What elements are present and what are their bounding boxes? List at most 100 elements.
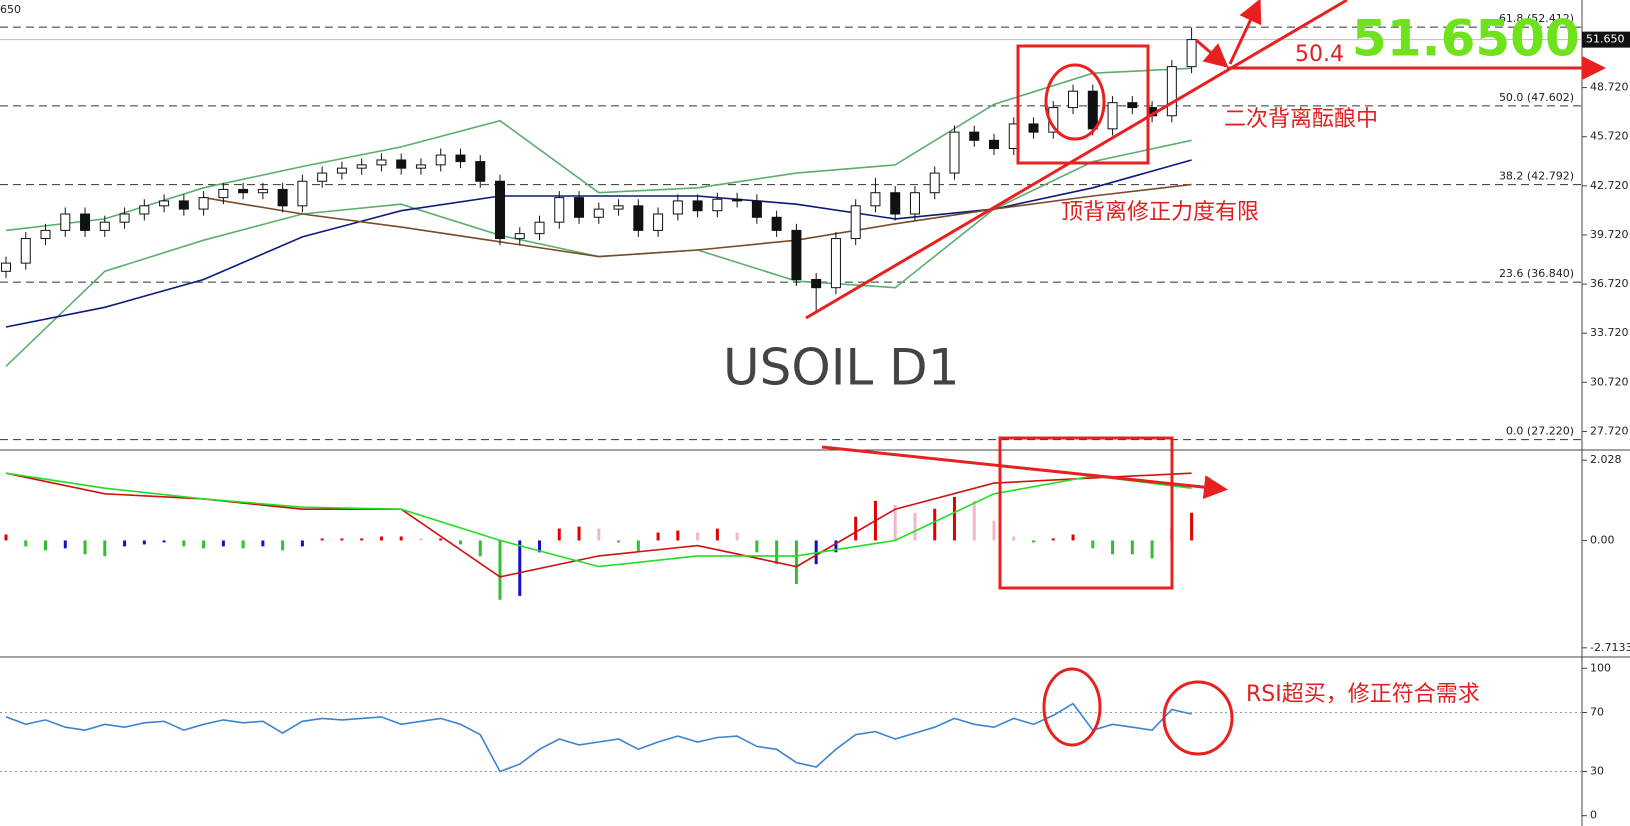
candle-body bbox=[929, 172, 940, 194]
candle-body bbox=[20, 238, 31, 264]
candle-body bbox=[1166, 66, 1177, 117]
histogram-bar bbox=[518, 540, 522, 596]
y-tick-label: 33.720 bbox=[1590, 326, 1629, 339]
candle-body bbox=[534, 221, 545, 235]
candle-body bbox=[1068, 90, 1079, 109]
histogram-bar bbox=[123, 540, 127, 547]
histogram-bar bbox=[1130, 540, 1134, 555]
y-tick-label: 45.720 bbox=[1590, 130, 1629, 143]
y-tick-label: 30 bbox=[1590, 764, 1604, 777]
histogram-bar bbox=[103, 540, 107, 557]
histogram-bar bbox=[992, 520, 996, 541]
histogram-bar bbox=[340, 538, 344, 541]
histogram-bar bbox=[1032, 540, 1036, 543]
candle-body bbox=[297, 180, 308, 207]
y-tick-label: 48.720 bbox=[1590, 81, 1629, 94]
histogram-bar bbox=[498, 540, 502, 600]
histogram-bar bbox=[735, 532, 739, 541]
candle-body bbox=[850, 205, 861, 240]
y-tick-label: 2.028 bbox=[1590, 453, 1622, 466]
highlight-box bbox=[1016, 44, 1150, 165]
highlight-circle bbox=[1042, 667, 1102, 747]
candle-body bbox=[495, 180, 505, 240]
arrow bbox=[821, 445, 1228, 500]
line-series bbox=[5, 472, 1192, 568]
current-price-label: 51.650 bbox=[1586, 33, 1625, 46]
histogram-bar bbox=[4, 534, 8, 541]
candle-body bbox=[830, 238, 841, 289]
price-annotation: 50.4 bbox=[1295, 42, 1344, 67]
histogram-bar bbox=[300, 540, 304, 547]
histogram-bar bbox=[399, 536, 403, 541]
candle-body bbox=[99, 221, 110, 231]
marks: 48.720 45.720 42.720 39.720 36.720 33.720 30.7… bbox=[0, 12, 1630, 822]
histogram-bar bbox=[656, 532, 660, 541]
candle-body bbox=[178, 200, 189, 210]
y-tick-label: 0 bbox=[1590, 809, 1597, 822]
histogram-bar bbox=[597, 528, 601, 541]
histogram-bar bbox=[1071, 534, 1075, 541]
candle-body bbox=[336, 167, 347, 174]
histogram-bar bbox=[893, 504, 897, 541]
line-series bbox=[5, 702, 1192, 773]
histogram-bar bbox=[933, 508, 937, 541]
histogram-bar bbox=[1190, 512, 1194, 541]
candle-body bbox=[791, 229, 802, 280]
candle-body bbox=[475, 161, 486, 182]
candle-body bbox=[574, 197, 585, 218]
candle-body bbox=[613, 205, 624, 210]
candle-body bbox=[1, 262, 11, 272]
candle-body bbox=[1087, 90, 1098, 130]
histogram-bar bbox=[360, 538, 364, 541]
histogram-bar bbox=[439, 538, 443, 541]
candle-body bbox=[80, 213, 91, 231]
annotation: RSI超买，修正符合需求 bbox=[1246, 682, 1480, 707]
chart-title: USOIL D1 bbox=[723, 339, 960, 397]
candle-body bbox=[1127, 102, 1138, 109]
candle-body bbox=[692, 200, 703, 212]
histogram-bar bbox=[676, 530, 680, 541]
candle-body bbox=[415, 164, 426, 169]
histogram-bar bbox=[281, 540, 285, 551]
histogram-bar bbox=[458, 540, 462, 545]
candle-body bbox=[159, 200, 170, 207]
histogram-bar bbox=[617, 540, 621, 543]
candle-body bbox=[554, 197, 565, 223]
candle-body bbox=[811, 278, 822, 289]
level-label: 0.0 (27.220) bbox=[1506, 425, 1574, 438]
drawings bbox=[805, 0, 1606, 756]
candle-body bbox=[909, 192, 920, 215]
y-tick-label: 30.720 bbox=[1590, 375, 1629, 388]
histogram-bar bbox=[83, 540, 87, 555]
level-label: 61.8 (52.412) bbox=[1499, 12, 1574, 25]
histogram-bar bbox=[221, 540, 225, 547]
histogram-bar bbox=[538, 540, 542, 553]
candle-body bbox=[198, 197, 209, 210]
histogram-bar bbox=[24, 540, 28, 547]
trend-line bbox=[805, 0, 1348, 320]
histogram-bar bbox=[696, 532, 700, 541]
candle-body bbox=[435, 154, 446, 166]
histogram-bar bbox=[142, 540, 146, 545]
histogram-bar bbox=[63, 540, 67, 549]
candle-body bbox=[989, 139, 999, 150]
histogram-bar bbox=[44, 540, 48, 551]
candle-body bbox=[119, 213, 130, 223]
histogram-bar bbox=[1012, 536, 1016, 541]
arrow bbox=[1195, 38, 1229, 68]
candle-body bbox=[672, 200, 683, 215]
candle-body bbox=[969, 131, 980, 141]
level-label: 50.0 (47.602) bbox=[1499, 91, 1574, 104]
histogram-bar bbox=[1051, 538, 1055, 541]
highlight-box bbox=[998, 436, 1174, 590]
level-label: 23.6 (36.840) bbox=[1499, 267, 1574, 280]
candle-body bbox=[277, 188, 288, 207]
candle-body bbox=[238, 188, 249, 194]
candle-body bbox=[1028, 123, 1039, 133]
histogram-bar bbox=[794, 540, 798, 584]
histogram-bar bbox=[577, 526, 581, 541]
y-tick-label: 42.720 bbox=[1590, 179, 1629, 192]
candle-body bbox=[396, 159, 407, 169]
candle-body bbox=[257, 188, 268, 194]
